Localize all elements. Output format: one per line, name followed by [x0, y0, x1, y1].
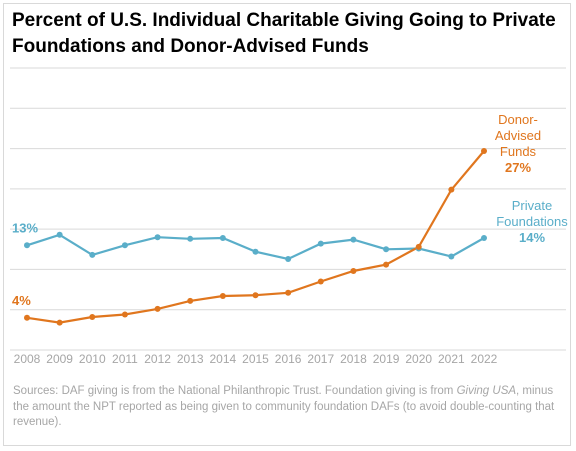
donor-advised-funds-point: [383, 261, 390, 268]
x-tick-label: 2020: [405, 352, 432, 366]
x-tick-label: 2018: [340, 352, 367, 366]
donor-advised-funds-name-label: Funds: [500, 144, 537, 159]
donor-advised-funds-point: [154, 305, 161, 312]
series-points: [24, 147, 487, 326]
private-foundations-name-label: Foundations: [496, 214, 568, 229]
private-foundations-point: [89, 251, 96, 258]
donor-advised-funds-point: [24, 314, 30, 321]
private-foundations-point: [24, 242, 30, 249]
x-axis-ticks: 2008 2009 2010 2011 2012 2013 2014 2015 2016 2017…: [14, 352, 498, 366]
x-tick-label: 2016: [275, 352, 302, 366]
donor-advised-funds-point: [448, 186, 455, 193]
x-tick-label: 2019: [373, 352, 400, 366]
private-foundations-point: [219, 235, 226, 242]
private-foundations-line: [26, 233, 485, 261]
donor-advised-funds-point: [89, 313, 96, 320]
private-foundations-point: [121, 242, 128, 249]
x-tick-label: 2015: [242, 352, 269, 366]
x-tick-label: 2022: [471, 352, 498, 366]
chart-title: Percent of U.S. Individual Charitable Gi…: [12, 10, 556, 57]
x-tick-label: 2009: [46, 352, 73, 366]
donor-advised-funds-point: [317, 278, 324, 285]
x-tick-label: 2011: [112, 352, 138, 366]
private-foundations-point: [285, 255, 292, 262]
x-tick-label: 2012: [144, 352, 171, 366]
chart-frame: [3, 3, 571, 446]
source-note: Sources: DAF giving is from the National…: [13, 384, 563, 431]
donor-advised-funds-point: [415, 243, 422, 250]
gridlines: [10, 67, 566, 351]
private-foundations-start-label: 13%: [12, 220, 38, 235]
donor-advised-funds-point: [56, 319, 63, 326]
donor-advised-funds-point: [121, 311, 128, 318]
donor-advised-funds-point: [219, 293, 226, 300]
source-note-part1: Sources: DAF giving is from the National…: [13, 385, 457, 397]
private-foundations-point: [187, 235, 194, 242]
donor-advised-funds-point: [481, 147, 487, 154]
x-tick-label: 2014: [210, 352, 237, 366]
donor-advised-funds-point: [187, 297, 194, 304]
source-note-italic: Giving USA: [456, 385, 517, 397]
x-tick-label: 2021: [438, 352, 465, 366]
private-foundations-point: [317, 240, 324, 247]
donor-advised-funds-name-label: Donor-: [498, 112, 538, 127]
donor-advised-funds-point: [252, 292, 259, 299]
private-foundations-point: [350, 236, 357, 243]
donor-advised-funds-point: [285, 289, 292, 296]
donor-advised-funds-name-label: Advised: [495, 128, 541, 143]
donor-advised-funds-end-label: 27%: [505, 160, 531, 175]
donor-advised-funds-start-label: 4%: [12, 293, 31, 308]
x-tick-label: 2013: [177, 352, 204, 366]
donor-advised-funds-point: [350, 268, 357, 275]
x-tick-label: 2008: [14, 352, 41, 366]
x-tick-label: 2010: [79, 352, 106, 366]
private-foundations-point: [448, 253, 455, 260]
private-foundations-point: [252, 248, 259, 255]
source-note-part2: , minus the amount the NPT reported as b…: [13, 385, 555, 428]
private-foundations-point: [481, 235, 487, 242]
private-foundations-name-label: Private: [512, 198, 552, 213]
private-foundations-point: [383, 246, 390, 253]
x-tick-label: 2017: [307, 352, 334, 366]
private-foundations-point: [56, 231, 63, 238]
private-foundations-point: [154, 234, 161, 241]
private-foundations-end-label: 14%: [519, 230, 545, 245]
